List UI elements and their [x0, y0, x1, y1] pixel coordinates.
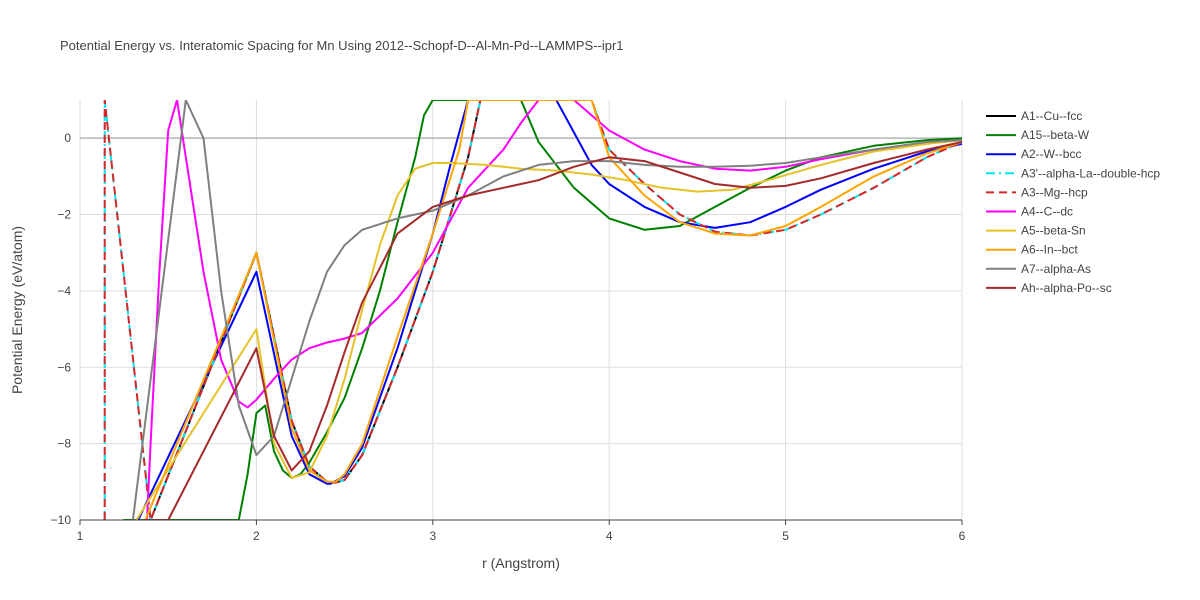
x-tick-label: 3 — [429, 529, 436, 543]
legend-item[interactable]: A3--Mg--hcp — [986, 185, 1088, 199]
y-tick-label: −6 — [57, 360, 71, 374]
series-line-2 — [137, 100, 962, 520]
x-axis: 1 2 3 4 5 6 — [77, 519, 966, 543]
y-tick-label: −10 — [51, 513, 72, 527]
legend-item[interactable]: A6--In--bct — [986, 243, 1078, 257]
x-tick-label: 6 — [959, 529, 966, 543]
legend-label: A2--W--bcc — [1021, 147, 1081, 161]
series-line-6 — [135, 139, 962, 520]
chart-title: Potential Energy vs. Interatomic Spacing… — [60, 38, 624, 53]
y-axis: 0 −2 −4 −6 −8 −10 — [51, 131, 72, 527]
legend-item[interactable]: A3'--alpha-La--double-hcp — [986, 166, 1160, 180]
legend: A1--Cu--fcc A15--beta-W A2--W--bcc A3'--alp… — [986, 109, 1160, 295]
series-line-1 — [123, 100, 962, 520]
legend-label: A6--In--bct — [1021, 243, 1078, 257]
x-tick-label: 1 — [77, 529, 84, 543]
legend-label: A7--alpha-As — [1021, 262, 1091, 276]
y-tick-label: −8 — [57, 437, 71, 451]
x-axis-title: r (Angstrom) — [482, 555, 560, 571]
legend-item[interactable]: A7--alpha-As — [986, 262, 1091, 276]
legend-label: A4--C--dc — [1021, 205, 1073, 219]
legend-item[interactable]: Ah--alpha-Po--sc — [986, 281, 1112, 295]
legend-item[interactable]: A5--beta-Sn — [986, 224, 1086, 238]
series-line-7 — [144, 100, 962, 520]
y-tick-label: 0 — [64, 131, 71, 145]
series-line-5 — [146, 100, 962, 520]
y-tick-label: −4 — [57, 284, 71, 298]
legend-item[interactable]: A4--C--dc — [986, 205, 1073, 219]
x-tick-label: 4 — [606, 529, 613, 543]
legend-label: A15--beta-W — [1021, 128, 1090, 142]
x-tick-label: 2 — [253, 529, 260, 543]
legend-label: A3'--alpha-La--double-hcp — [1021, 166, 1160, 180]
y-axis-title: Potential Energy (eV/atom) — [9, 226, 25, 394]
legend-item[interactable]: A15--beta-W — [986, 128, 1090, 142]
legend-label: A3--Mg--hcp — [1021, 185, 1088, 199]
series-line-8 — [131, 100, 962, 520]
x-tick-label: 5 — [782, 529, 789, 543]
y-tick-label: −2 — [57, 208, 71, 222]
legend-item[interactable]: A1--Cu--fcc — [986, 109, 1082, 123]
legend-label: Ah--alpha-Po--sc — [1021, 281, 1112, 295]
legend-item[interactable]: A2--W--bcc — [986, 147, 1081, 161]
plot-area — [103, 100, 962, 520]
series-line-9 — [143, 141, 962, 520]
legend-label: A5--beta-Sn — [1021, 224, 1086, 238]
legend-label: A1--Cu--fcc — [1021, 109, 1082, 123]
